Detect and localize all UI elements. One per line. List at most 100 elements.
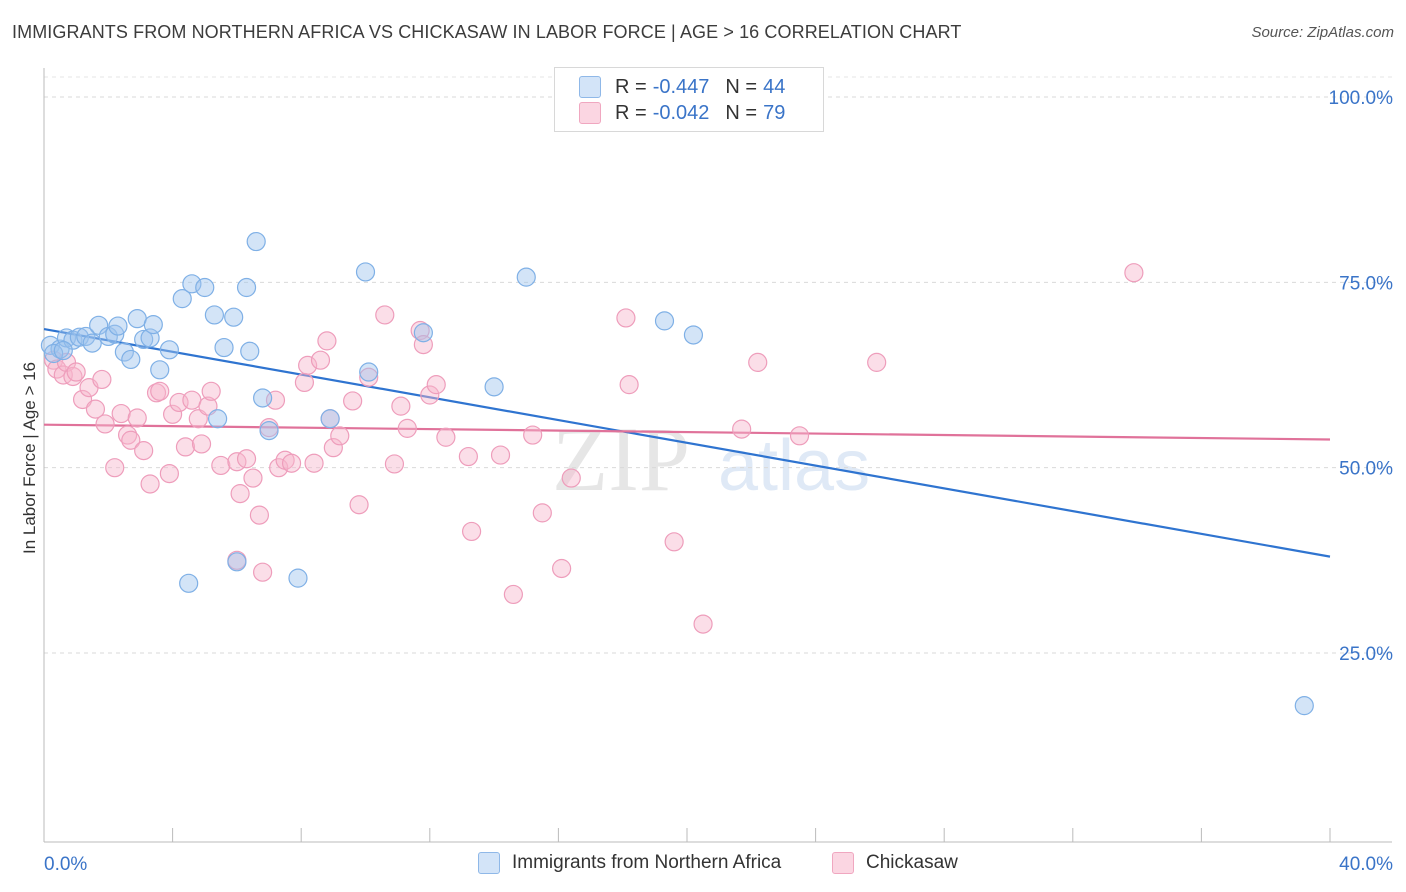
point-chickasaw (867, 352, 887, 372)
legend-n-value: 44 (763, 75, 786, 98)
point-chickasaw (281, 453, 302, 473)
point-chickasaw (140, 474, 160, 494)
point-chickasaw (146, 383, 167, 403)
watermark-atlas: atlas (718, 426, 870, 506)
point-northern-africa (108, 316, 128, 336)
trend-line-0 (43, 327, 1331, 558)
point-northern-africa (484, 377, 504, 397)
point-chickasaw (458, 446, 478, 467)
legend-swatch-chickasaw (832, 852, 854, 874)
point-chickasaw (349, 495, 369, 515)
point-chickasaw (191, 434, 212, 454)
point-chickasaw (92, 369, 112, 390)
legend-label-chickasaw: Chickasaw (866, 852, 958, 873)
point-northern-africa (683, 325, 704, 345)
point-chickasaw (66, 362, 86, 382)
point-northern-africa (240, 341, 260, 361)
legend-n-label: N = (725, 75, 758, 98)
point-northern-africa (359, 362, 379, 382)
legend-swatch-chickasaw (579, 102, 601, 124)
point-northern-africa (224, 307, 244, 327)
point-chickasaw (552, 558, 572, 579)
chart-title: IMMIGRANTS FROM NORTHERN AFRICA VS CHICK… (12, 22, 962, 42)
point-chickasaw (310, 350, 331, 370)
point-northern-africa (89, 315, 109, 335)
point-northern-africa (253, 388, 273, 408)
point-northern-africa (182, 274, 202, 294)
stats-legend: R = -0.447 N = 44 R = -0.042 N = 79 (554, 67, 824, 132)
watermark-zip: ZIP (552, 408, 690, 510)
point-chickasaw (294, 372, 315, 393)
point-chickasaw (561, 468, 581, 488)
y-tick-label: 50.0% (1339, 459, 1393, 480)
point-chickasaw (182, 390, 202, 410)
point-northern-africa (1294, 696, 1314, 716)
y-tick-label: 100.0% (1329, 88, 1394, 109)
point-chickasaw (523, 425, 543, 445)
point-northern-africa (259, 421, 279, 441)
point-chickasaw (503, 584, 523, 605)
point-chickasaw (201, 381, 221, 401)
point-chickasaw (616, 308, 636, 328)
point-chickasaw (111, 403, 131, 424)
tick-labels: 25.0% 50.0% 75.0% 100.0% 0.0% 40.0% (44, 88, 1393, 875)
legend-r-value: -0.042 (652, 101, 710, 124)
point-chickasaw (175, 437, 196, 457)
axes (43, 68, 1392, 843)
point-northern-africa (159, 340, 179, 360)
point-chickasaw (163, 404, 183, 424)
point-chickasaw (253, 562, 273, 582)
point-chickasaw (461, 521, 482, 542)
point-northern-africa (413, 323, 433, 343)
point-chickasaw (426, 375, 446, 395)
point-chickasaw (789, 426, 810, 446)
point-chickasaw (317, 331, 337, 351)
point-chickasaw (85, 399, 106, 419)
point-chickasaw (732, 419, 752, 439)
point-chickasaw (410, 320, 430, 341)
point-chickasaw (105, 458, 125, 478)
point-northern-africa (288, 568, 308, 588)
point-northern-africa (127, 309, 147, 329)
legend-n-label: N = (725, 101, 758, 124)
legend-item-northern-africa: Immigrants from Northern Africa (478, 852, 781, 874)
trend-line-1 (43, 423, 1331, 441)
legend-item-chickasaw: Chickasaw (832, 852, 958, 874)
legend-swatch-northern-africa (579, 76, 601, 98)
point-chickasaw (397, 418, 417, 438)
point-northern-africa (654, 311, 675, 331)
point-chickasaw (134, 441, 154, 461)
point-northern-africa (214, 337, 234, 358)
legend-r-label: R = (615, 75, 647, 98)
legend-row-chickasaw: R = -0.042 N = 79 (579, 101, 785, 125)
point-chickasaw (436, 427, 456, 447)
point-northern-africa (204, 305, 224, 325)
point-chickasaw (230, 484, 250, 504)
point-northern-africa (355, 262, 376, 282)
point-chickasaw (693, 614, 713, 634)
zipatlas-watermark: ZIP atlas (552, 408, 870, 510)
trend-lines (43, 327, 1331, 558)
legend-r-value: -0.447 (652, 75, 710, 98)
point-chickasaw (490, 445, 511, 465)
point-northern-africa (53, 340, 73, 361)
point-northern-africa (82, 333, 102, 353)
point-chickasaw (330, 426, 350, 446)
x-tick-label-min: 0.0% (44, 854, 87, 875)
point-northern-africa (236, 277, 257, 298)
point-northern-africa (208, 409, 228, 429)
point-chickasaw (243, 468, 263, 488)
legend-label-northern-africa: Immigrants from Northern Africa (512, 852, 782, 873)
series-legend: Immigrants from Northern Africa Chickasa… (0, 852, 1406, 878)
point-chickasaw (375, 305, 395, 325)
point-northern-africa (114, 342, 134, 362)
point-chickasaw (391, 396, 411, 416)
legend-n-value: 79 (763, 101, 786, 124)
point-chickasaw (1124, 263, 1144, 283)
point-chickasaw (117, 425, 138, 445)
point-chickasaw (532, 503, 552, 523)
point-northern-africa (143, 314, 163, 335)
point-northern-africa (121, 349, 141, 370)
point-chickasaw (304, 453, 324, 473)
